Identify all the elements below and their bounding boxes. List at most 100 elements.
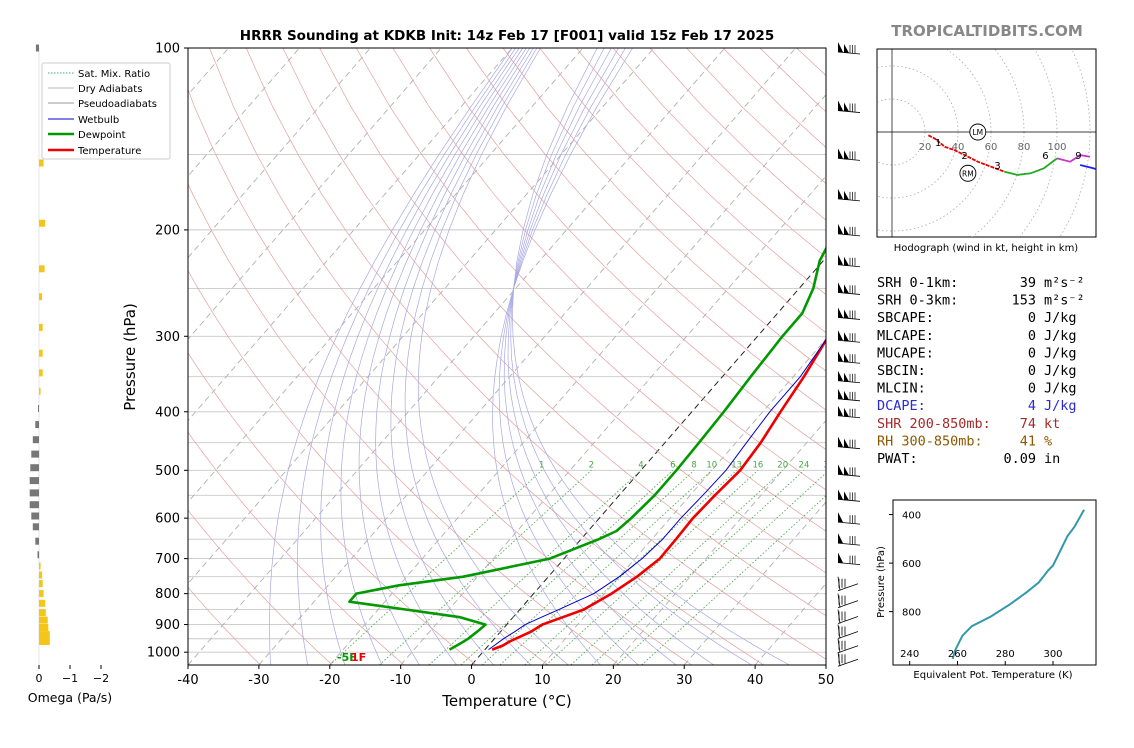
profile-line-temperature bbox=[491, 337, 826, 651]
wind-barb-flag bbox=[844, 309, 849, 319]
dry-adiabat-line bbox=[245, 48, 826, 660]
wind-barb-staff bbox=[837, 658, 859, 667]
isotherm-line bbox=[188, 48, 442, 340]
omega-bar bbox=[39, 265, 45, 273]
x-axis-label: Temperature (°C) bbox=[441, 692, 571, 710]
dry-adiabat-line bbox=[429, 48, 826, 451]
mixing-ratio-label: 13 bbox=[731, 460, 742, 470]
y-tick-label: 400 bbox=[155, 405, 180, 420]
stat-label: MUCAPE: bbox=[877, 345, 934, 361]
theta-e-frame bbox=[892, 499, 1097, 666]
mixing-ratio-line bbox=[570, 469, 784, 665]
wind-barb-staff bbox=[837, 446, 861, 450]
omega-bar bbox=[29, 477, 39, 485]
wind-barb-flag bbox=[838, 370, 843, 381]
legend-item-dry-adiabats: Dry Adiabats bbox=[78, 84, 142, 95]
hodograph-height-label: 2 bbox=[961, 151, 967, 162]
stat-value: 0.09 bbox=[1003, 451, 1036, 467]
wind-barb-flag bbox=[844, 102, 849, 112]
stat-unit: J/kg bbox=[1044, 398, 1077, 414]
wind-barb-staff bbox=[837, 521, 861, 525]
hodograph-storm-motion-label: LM bbox=[972, 128, 983, 137]
mixing-ratio-line bbox=[591, 469, 805, 665]
wind-barb bbox=[837, 436, 861, 450]
y-tick-label: 700 bbox=[155, 552, 180, 567]
wind-barb-staff bbox=[837, 157, 861, 161]
wind-barb-staff bbox=[837, 398, 861, 402]
stat-label: DCAPE: bbox=[877, 398, 926, 414]
dry-adiabat-line bbox=[319, 48, 826, 574]
stat-label: SRH 0-1km: bbox=[877, 275, 958, 291]
wind-barb-staff bbox=[837, 631, 859, 639]
profile-line-dewpoint bbox=[348, 245, 826, 651]
omega-bar bbox=[39, 159, 44, 167]
legend-item-mixing-ratio: Sat. Mix. Ratio bbox=[78, 69, 150, 80]
pseudoadiabat-line bbox=[510, 48, 752, 665]
omega-tick-label: 0 bbox=[36, 672, 43, 685]
stat-label: SHR 200-850mb: bbox=[877, 416, 991, 432]
hodograph-ring-label: 100 bbox=[1047, 142, 1066, 153]
stat-unit: J/kg bbox=[1044, 345, 1077, 361]
omega-bar bbox=[30, 464, 39, 472]
dry-adiabat-line bbox=[392, 48, 826, 491]
dry-adiabat-line bbox=[539, 48, 826, 334]
omega-bar bbox=[39, 616, 48, 624]
stat-label: SBCAPE: bbox=[877, 310, 934, 326]
wind-barb-flag bbox=[838, 533, 843, 544]
hodograph-caption: Hodograph (wind in kt, height in km) bbox=[894, 243, 1079, 254]
wind-barb bbox=[837, 307, 861, 320]
stat-value: 0 bbox=[1028, 381, 1036, 397]
theta-e-y-tick-label: 600 bbox=[902, 559, 921, 570]
profile-line-wetbulb bbox=[488, 338, 826, 651]
hodograph-trace bbox=[1079, 164, 1096, 171]
stat-unit: J/kg bbox=[1044, 363, 1077, 379]
wind-barb-flag bbox=[838, 405, 843, 416]
wind-barb-flag bbox=[844, 372, 849, 382]
hodograph-storm-motion-marker bbox=[959, 164, 977, 182]
wind-barb bbox=[837, 100, 861, 113]
omega-bar bbox=[39, 624, 49, 631]
pseudoadiabat-line bbox=[297, 48, 516, 665]
wind-barb bbox=[837, 351, 861, 364]
wind-barb bbox=[837, 254, 861, 268]
stat-value: 39 bbox=[1020, 275, 1036, 291]
stat-value: 153 bbox=[1012, 293, 1036, 309]
wind-barb-staff bbox=[837, 360, 861, 364]
wind-barb-flag bbox=[844, 150, 849, 160]
dry-adiabat-line bbox=[466, 48, 826, 411]
theta-e-x-label: Equivalent Pot. Temperature (K) bbox=[913, 670, 1072, 681]
wind-barb-staff bbox=[837, 51, 861, 55]
omega-bar bbox=[31, 512, 40, 520]
mixing-ratio-line bbox=[641, 495, 826, 665]
wind-barb-staff bbox=[837, 583, 859, 592]
omega-bar bbox=[39, 387, 41, 395]
mixing-ratio-line bbox=[329, 469, 542, 665]
wind-barb-flag bbox=[838, 223, 843, 234]
omega-bar bbox=[35, 44, 39, 52]
wind-barb-flag bbox=[838, 464, 843, 475]
isotherm-line bbox=[188, 48, 655, 585]
wind-barb-flag bbox=[844, 284, 849, 294]
wind-barb-staff bbox=[837, 110, 861, 113]
stat-value: 0 bbox=[1028, 328, 1036, 344]
stat-unit: in bbox=[1044, 451, 1060, 467]
stat-value: 0 bbox=[1028, 363, 1036, 379]
wind-barb-flag bbox=[844, 256, 849, 266]
wind-barb-flag bbox=[838, 330, 843, 341]
hodograph-ring-label: 20 bbox=[919, 142, 932, 153]
stat-unit: m²s⁻² bbox=[1044, 275, 1085, 291]
wind-barb bbox=[837, 512, 861, 525]
stat-label: RH 300-850mb: bbox=[877, 433, 983, 449]
skewt-background-lines: 1 2 4 6 8 10 13 16 20 24 30 36 bbox=[188, 48, 826, 665]
wind-barb-flag bbox=[838, 254, 843, 265]
y-tick-label: 500 bbox=[155, 464, 180, 479]
omega-bar bbox=[38, 405, 39, 412]
wind-barb bbox=[837, 282, 861, 295]
wind-barb-flag bbox=[838, 148, 843, 159]
dry-adiabat-line bbox=[502, 48, 826, 372]
pseudoadiabat-line bbox=[358, 48, 527, 665]
dry-adiabat-line bbox=[188, 586, 261, 665]
wind-barb-flag bbox=[844, 44, 849, 53]
isotherm-line bbox=[188, 48, 584, 503]
